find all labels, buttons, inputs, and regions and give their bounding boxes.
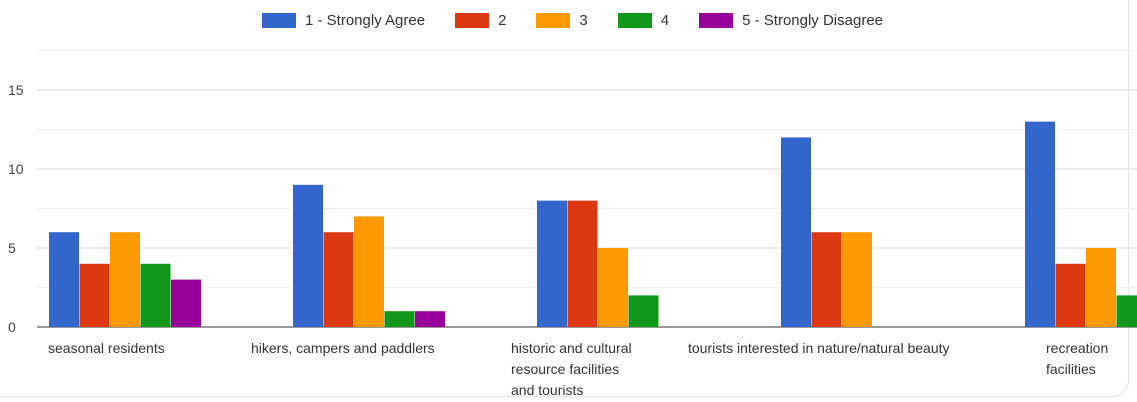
y-tick-label: 0 [8, 319, 16, 335]
x-tick-label: seasonal residents [48, 340, 165, 356]
bar[interactable] [49, 232, 79, 327]
bar[interactable] [781, 137, 811, 327]
x-tick-label: and tourists [511, 382, 583, 398]
x-tick-label: historic and cultural [511, 340, 632, 356]
y-tick-label: 5 [8, 240, 16, 256]
bar[interactable] [110, 232, 140, 327]
bar[interactable] [842, 232, 872, 327]
x-tick-label: recreation [1046, 340, 1108, 356]
x-tick-label: tourists interested in nature/natural be… [688, 340, 950, 356]
bar[interactable] [293, 185, 323, 327]
bar[interactable] [171, 280, 201, 327]
bar[interactable] [568, 201, 598, 327]
bar[interactable] [629, 295, 659, 327]
bar[interactable] [80, 264, 110, 327]
bar[interactable] [812, 232, 842, 327]
x-tick-label: hikers, campers and paddlers [251, 340, 435, 356]
x-tick-label: facilities [1046, 361, 1096, 377]
bar[interactable] [1086, 248, 1116, 327]
y-tick-label: 15 [8, 82, 24, 98]
bar[interactable] [537, 201, 567, 327]
bar[interactable] [1056, 264, 1086, 327]
bar[interactable] [385, 311, 415, 327]
bar[interactable] [415, 311, 445, 327]
x-tick-label: resource facilities [511, 361, 619, 377]
y-tick-label: 10 [8, 161, 24, 177]
bar[interactable] [141, 264, 171, 327]
bar[interactable] [324, 232, 354, 327]
bar[interactable] [1025, 122, 1055, 327]
bar[interactable] [354, 216, 384, 327]
bar[interactable] [598, 248, 628, 327]
bar[interactable] [1117, 295, 1137, 327]
